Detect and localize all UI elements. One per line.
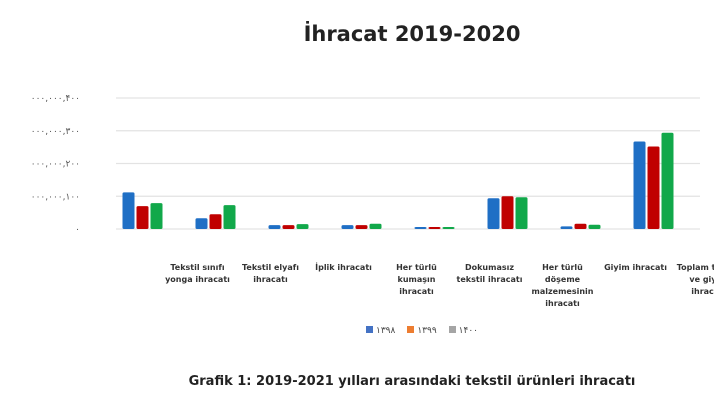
legend-item: ۱۳۹۹ [407, 326, 437, 336]
figure-caption: Grafik 1: 2019-2021 yılları arasındaki t… [188, 374, 636, 389]
bar-۱۴۰۰-4 [442, 227, 455, 229]
bar-۱۳۹۸-4 [414, 227, 427, 229]
legend-item: ۱۴۰۰ [448, 326, 479, 336]
bar-۱۳۹۹-6 [574, 223, 587, 229]
bar-۱۳۹۸-7 [633, 141, 646, 229]
chart-title: İhracat 2019-2020 [303, 22, 521, 46]
legend-label: ۱۳۹۹ [417, 326, 437, 336]
bar-۱۴۰۰-7 [661, 132, 674, 229]
bar-۱۳۹۹-5 [501, 196, 514, 229]
y-tick-label: ۰۰۰,۰۰۰,۴۰۰ [31, 94, 80, 104]
x-tick-label: İplik ihracatı [315, 263, 372, 272]
bar-۱۳۹۸-2 [268, 225, 281, 229]
y-tick-label: ۰۰۰,۰۰۰,۳۰۰ [31, 127, 80, 137]
legend-swatch [448, 326, 456, 333]
chart-plot: ۰ ۰۰۰,۰۰۰,۱۰۰ ۰۰۰,۰۰۰,۲۰۰ ۰۰۰,۰۰۰,۳۰۰ ۰۰۰,۰۰… [31, 94, 700, 235]
bar-۱۳۹۹-3 [355, 225, 368, 229]
x-tick-label: Her türlü döşeme malzemesinin ihracatı [531, 263, 594, 308]
legend-swatch [365, 326, 373, 333]
bar-۱۴۰۰-0 [150, 203, 163, 229]
bar-۱۴۰۰-5 [515, 197, 528, 229]
bar-۱۴۰۰-2 [296, 224, 309, 229]
x-tick-label: Dokumasız tekstil ihracatı [456, 263, 523, 284]
x-tick-label: Tekstil sınıfı yonga ihracatı [165, 263, 230, 284]
y-tick-label: ۰۰۰,۰۰۰,۱۰۰ [31, 192, 80, 202]
bar-۱۳۹۹-7 [647, 146, 660, 229]
bar-۱۳۹۸-5 [487, 198, 500, 229]
legend-label: ۱۴۰۰ [458, 326, 479, 336]
bar-۱۳۹۸-0 [122, 192, 135, 229]
bar-۱۳۹۸-6 [560, 226, 573, 229]
bar-۱۳۹۹-1 [209, 214, 222, 229]
legend-swatch [407, 326, 415, 333]
bar-۱۳۹۹-2 [282, 225, 295, 229]
x-tick-label: Tekstil elyafı ihracatı [242, 263, 299, 284]
x-tick-label: Her türlü kumaşın ihracatı [396, 263, 437, 296]
x-tick-label: Giyim ihracatı [604, 263, 667, 272]
bar-۱۴۰۰-3 [369, 223, 382, 229]
y-tick-label: ۰۰۰,۰۰۰,۲۰۰ [31, 160, 80, 170]
bar-۱۳۹۸-1 [195, 218, 208, 229]
legend-item: ۱۳۹۸ [365, 326, 396, 336]
bar-۱۳۹۹-4 [428, 227, 441, 229]
bar-۱۳۹۸-3 [341, 225, 354, 229]
x-tick-label: Toplam tekstil ve giyim ihracatı [676, 263, 714, 296]
legend: ۱۳۹۸ ۱۳۹۹ ۱۴۰۰ [0, 326, 714, 336]
bar-۱۳۹۹-0 [136, 206, 149, 229]
bar-۱۴۰۰-1 [223, 205, 236, 229]
bar-۱۴۰۰-6 [588, 224, 601, 229]
y-tick-label: ۰ [75, 225, 80, 235]
legend-label: ۱۳۹۸ [375, 326, 396, 336]
